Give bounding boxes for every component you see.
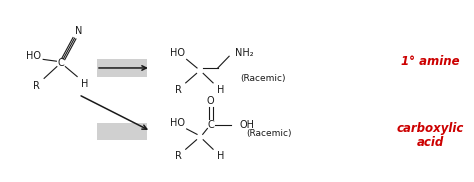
Text: (Racemic): (Racemic) [240,74,285,83]
Text: HO: HO [26,51,41,61]
Text: OH: OH [239,120,254,130]
Text: (Racemic): (Racemic) [246,129,292,138]
Text: R: R [33,81,40,91]
Text: acid: acid [417,136,444,149]
Text: R: R [175,85,182,95]
Text: carboxylic: carboxylic [397,122,464,134]
Text: H: H [81,79,88,89]
Text: 1° amine: 1° amine [401,55,459,68]
Bar [98,123,147,140]
Text: H: H [217,151,224,161]
Text: N: N [75,26,82,36]
Text: C: C [207,120,214,130]
Bar [98,59,147,77]
Text: R: R [175,151,182,161]
Text: O: O [207,96,215,106]
Text: C: C [58,58,64,68]
Text: HO: HO [170,48,185,58]
Text: H: H [217,85,224,95]
Text: HO: HO [170,118,185,128]
Text: NH₂: NH₂ [235,48,254,58]
